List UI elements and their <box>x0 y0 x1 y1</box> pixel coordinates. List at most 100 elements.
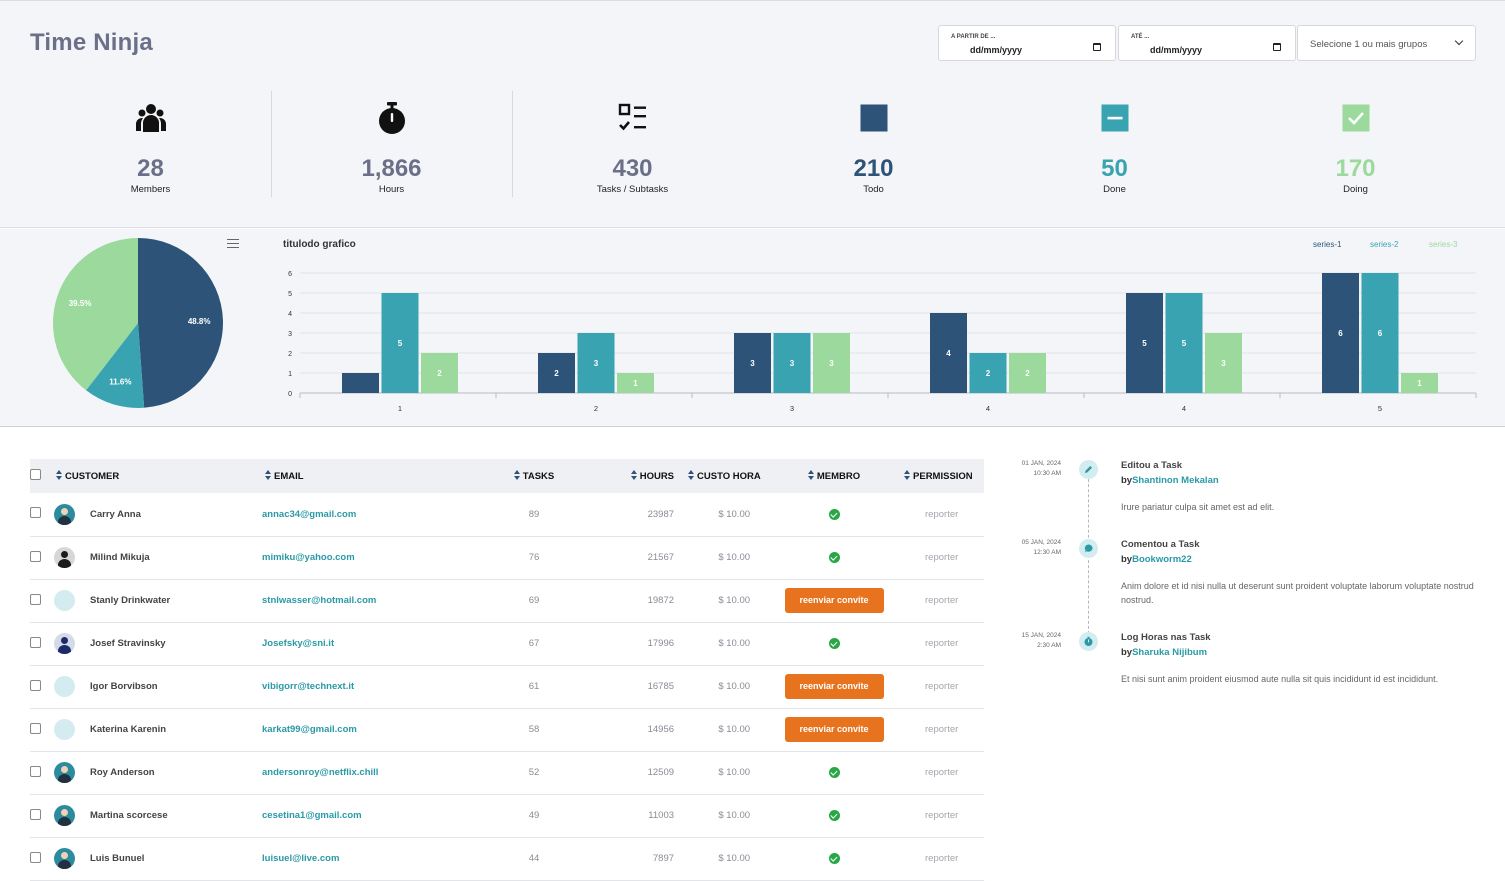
bar[interactable] <box>1322 273 1359 393</box>
bar[interactable] <box>1165 293 1203 393</box>
row-checkbox[interactable] <box>30 679 41 691</box>
row-checkbox[interactable] <box>30 636 41 648</box>
customer-email[interactable]: mimiku@yahoo.com <box>262 552 355 563</box>
bar[interactable] <box>1009 353 1046 393</box>
pie-slice[interactable] <box>86 323 145 408</box>
bar[interactable] <box>617 373 654 393</box>
legend-item[interactable]: series-2 <box>1370 240 1399 249</box>
row-checkbox[interactable] <box>30 507 41 519</box>
col-custo-hora[interactable]: CUSTO HORA <box>674 459 784 493</box>
bar[interactable] <box>1205 333 1242 393</box>
table-row[interactable]: Martina scorcese cesetina1@gmail.com 49 110… <box>30 794 985 837</box>
bar-value-label: 2 <box>437 369 442 378</box>
customer-email[interactable]: stnlwasser@hotmail.com <box>262 595 377 606</box>
chart-title: titulodo grafico <box>283 239 356 250</box>
bar-value-label: 2 <box>554 369 559 378</box>
chart-menu-icon[interactable] <box>227 239 239 249</box>
row-checkbox[interactable] <box>30 765 41 777</box>
table-row[interactable]: Roy Anderson andersonroy@netflix.chill 52 1… <box>30 751 985 794</box>
bar[interactable] <box>1401 373 1438 393</box>
avatar <box>54 762 75 783</box>
bar[interactable] <box>773 333 811 393</box>
resend-invite-button[interactable]: reenviar convite <box>784 717 884 742</box>
group-select[interactable]: Selecione 1 ou mais grupos <box>1297 25 1476 61</box>
timeline-user-link[interactable]: Shantinon Mekalan <box>1132 475 1219 486</box>
bar[interactable] <box>342 373 379 393</box>
calendar-icon[interactable] <box>1273 43 1281 51</box>
timeline-user-link[interactable]: Bookworm22 <box>1132 554 1192 565</box>
table-row[interactable]: Katerina Karenin karkat99@gmail.com 58 1495… <box>30 708 985 751</box>
sort-icon[interactable] <box>265 470 272 480</box>
col-email[interactable]: EMAIL <box>262 459 494 493</box>
bar[interactable] <box>421 353 458 393</box>
bar-value-label: 1 <box>633 379 638 388</box>
timeline-text: Et nisi sunt anim proident eiusmod aute … <box>1121 674 1439 684</box>
pencil-icon <box>1085 466 1092 473</box>
permission: reporter <box>925 595 959 606</box>
timeline-user-link[interactable]: Sharuka Nijibum <box>1132 647 1208 658</box>
sort-icon[interactable] <box>630 470 637 480</box>
stat-value: 28 <box>137 155 164 182</box>
row-checkbox[interactable] <box>30 722 41 734</box>
table-row[interactable]: Milind Mikuja mimiku@yahoo.com 76 21567 $ 10… <box>30 536 985 579</box>
bar-value-label: 6 <box>1378 329 1383 338</box>
calendar-icon[interactable] <box>1093 43 1101 51</box>
stat-value: 430 <box>612 155 653 182</box>
sort-icon[interactable] <box>513 470 520 480</box>
legend-item[interactable]: series-1 <box>1313 240 1342 249</box>
hours-count: 14956 <box>647 724 675 735</box>
table-row[interactable]: Igor Borvibson vibigorr@technext.it 61 1678… <box>30 665 985 708</box>
select-all-checkbox[interactable] <box>30 469 41 480</box>
bar-value-label: 2 <box>986 369 991 378</box>
col-tasks[interactable]: TASKS <box>494 459 574 493</box>
sort-icon[interactable] <box>688 470 695 480</box>
bar-value-label: 4 <box>946 349 951 358</box>
activity-timeline: 01 JAN, 2024 10:30 AM Editou a Task bySha… <box>1010 459 1490 699</box>
row-checkbox[interactable] <box>30 593 41 605</box>
resend-invite-button[interactable]: reenviar convite <box>784 588 884 613</box>
table-row[interactable]: Stanly Drinkwater stnlwasser@hotmail.com 6… <box>30 579 985 622</box>
x-tick-label: 2 <box>594 404 598 413</box>
table-row[interactable]: Luis Bunuel luisuel@live.com 44 7897 $ 10.00… <box>30 837 985 880</box>
checklist-icon <box>618 103 646 131</box>
row-checkbox[interactable] <box>30 851 41 863</box>
legend-item[interactable]: series-3 <box>1429 240 1458 249</box>
member-check-icon <box>828 551 840 563</box>
sort-icon[interactable] <box>807 470 814 480</box>
pie-slice[interactable] <box>53 238 138 391</box>
date-from-input[interactable]: A PARTIR DE ... dd/mm/yyyy <box>938 25 1116 61</box>
col-membro[interactable]: MEMBRO <box>784 459 884 493</box>
table-row[interactable]: Carry Anna annac34@gmail.com 89 23987 $ 10.0… <box>30 493 985 536</box>
stat-label: Members <box>130 184 171 195</box>
bar[interactable] <box>813 333 850 393</box>
col-hours[interactable]: HOURS <box>574 459 674 493</box>
bar[interactable] <box>734 333 771 393</box>
bar-value-label: 2 <box>1025 369 1030 378</box>
bar[interactable] <box>577 333 615 393</box>
date-to-input[interactable]: ATÉ ... dd/mm/yyyy <box>1118 25 1296 61</box>
bar[interactable] <box>1126 293 1163 393</box>
avatar <box>54 633 75 654</box>
col-permission[interactable]: PERMISSION <box>884 459 984 493</box>
col-customer[interactable]: CUSTOMER <box>54 459 262 493</box>
customer-email[interactable]: annac34@gmail.com <box>262 508 357 520</box>
pie-slice[interactable] <box>138 238 223 408</box>
sort-icon[interactable] <box>904 470 911 480</box>
customer-email[interactable]: karkat99@gmail.com <box>262 724 357 735</box>
bar[interactable] <box>969 353 1007 393</box>
customer-email[interactable]: Josefsky@sni.it <box>262 638 335 649</box>
customer-email[interactable]: cesetina1@gmail.com <box>262 810 362 821</box>
bar[interactable] <box>381 293 419 393</box>
bar[interactable] <box>930 313 967 393</box>
customer-email[interactable]: andersonroy@netflix.chill <box>262 767 379 778</box>
table-row[interactable]: Josef Stravinsky Josefsky@sni.it 67 17996 $ … <box>30 622 985 665</box>
sort-icon[interactable] <box>56 470 62 480</box>
customer-email[interactable]: luisuel@live.com <box>262 853 340 864</box>
row-checkbox[interactable] <box>30 550 41 562</box>
minus-square-icon <box>1101 104 1128 132</box>
row-checkbox[interactable] <box>30 808 41 820</box>
resend-invite-button[interactable]: reenviar convite <box>784 674 884 699</box>
customer-email[interactable]: vibigorr@technext.it <box>262 681 355 692</box>
bar[interactable] <box>1361 273 1399 393</box>
bar[interactable] <box>538 353 575 393</box>
